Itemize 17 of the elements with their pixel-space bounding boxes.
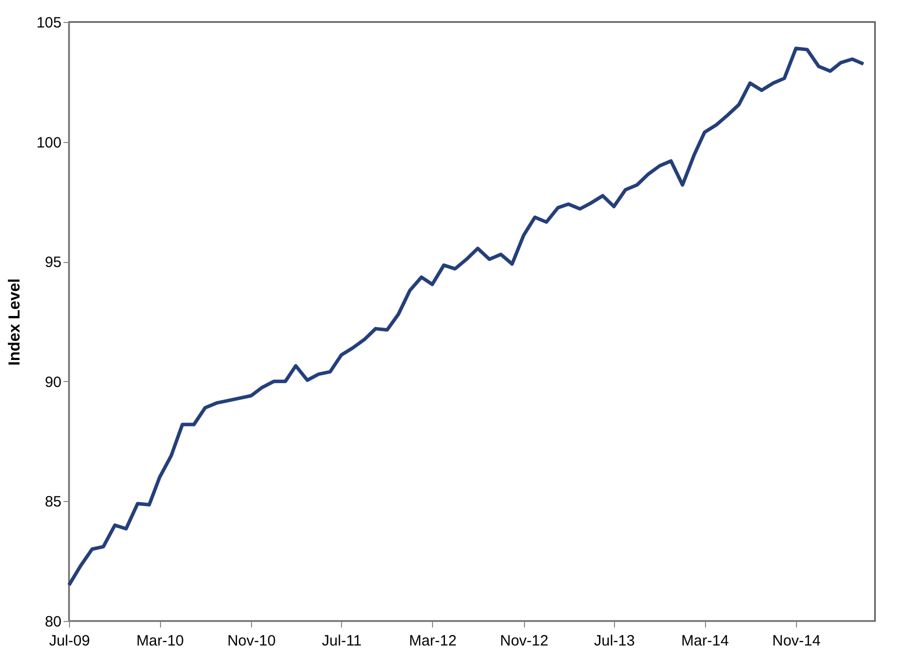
y-tick-label: 85	[44, 494, 62, 511]
x-tick-label: Nov-14	[772, 632, 821, 650]
y-tick-label: 100	[36, 134, 62, 152]
x-tick-label: Mar-12	[409, 632, 457, 650]
x-tick-label: Jul-11	[322, 632, 362, 650]
y-tick-label: 80	[44, 614, 62, 630]
y-axis-title: Index Level	[6, 278, 24, 366]
x-tick-label: Mar-10	[136, 632, 184, 650]
x-tick-label: Nov-10	[227, 632, 276, 650]
x-tick-label: Nov-12	[500, 632, 548, 650]
y-tick-label: 105	[36, 14, 62, 32]
x-tick-label: Jul-09	[49, 632, 90, 650]
y-tick-label: 95	[44, 254, 62, 272]
line-series	[67, 46, 866, 587]
x-tick-label: Mar-14	[681, 632, 729, 650]
x-tick-label: Jul-13	[594, 632, 635, 650]
y-tick-label: 90	[44, 374, 62, 391]
